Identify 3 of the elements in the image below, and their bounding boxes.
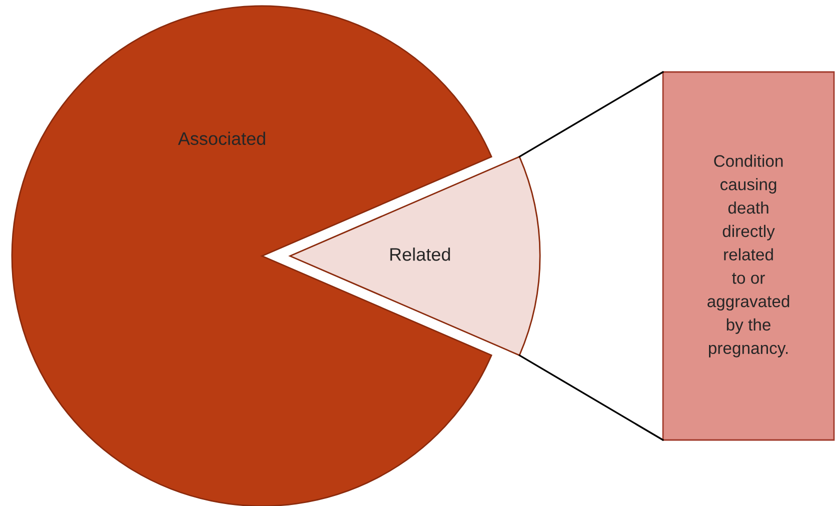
text: Condition causing death directly related to or aggravated by the pregnancy. [708, 154, 790, 358]
slice-label: Associated [178, 132, 266, 146]
slice-label: Related [390, 248, 450, 261]
